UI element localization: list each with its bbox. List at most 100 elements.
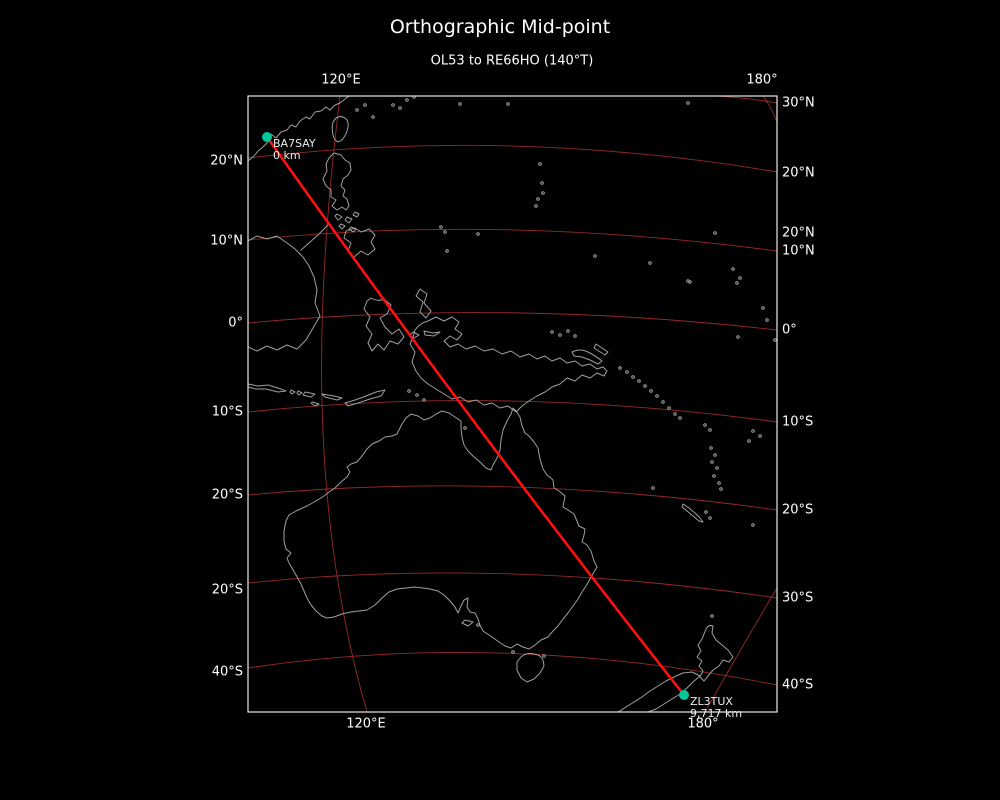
- island-speck: [511, 650, 515, 654]
- coastline-path: [248, 96, 350, 162]
- graticule-line: [704, 587, 777, 712]
- coastline-path: [516, 652, 545, 683]
- coastline-path: [300, 224, 329, 251]
- island-speck: [412, 96, 416, 99]
- island-speck: [703, 423, 707, 427]
- island-speck: [536, 197, 540, 201]
- coastline-path: [289, 389, 296, 395]
- island-speck: [713, 453, 717, 457]
- island-speck: [735, 281, 739, 285]
- island-speck: [550, 330, 554, 334]
- island-speck: [558, 333, 562, 337]
- island-speck: [534, 204, 538, 208]
- graticule-line: [248, 400, 777, 423]
- island-speck: [649, 389, 653, 393]
- coastline-path: [461, 619, 474, 627]
- coastline-path: [363, 297, 405, 352]
- coastline-path: [283, 407, 598, 650]
- island-speck: [476, 232, 480, 236]
- coastline-path: [331, 116, 349, 143]
- coastline-path: [343, 227, 376, 259]
- island-speck: [710, 614, 714, 618]
- island-speck: [631, 375, 635, 379]
- island-speck: [541, 191, 545, 195]
- island-speck: [439, 225, 443, 229]
- island-speck: [355, 108, 359, 112]
- island-speck: [566, 329, 570, 333]
- island-speck: [765, 318, 769, 322]
- lat-label-right: 0°: [782, 322, 797, 338]
- island-speck: [540, 181, 544, 185]
- coastline-path: [344, 216, 353, 224]
- station-label-end: ZL3TUX 9,717 km: [690, 696, 742, 719]
- station-marker: [679, 690, 689, 700]
- island-speck: [655, 394, 659, 398]
- coastline-path: [423, 330, 441, 337]
- island-speck: [717, 481, 721, 485]
- station-callsign: BA7SAY: [273, 137, 316, 150]
- lat-label-left: 40°S: [211, 664, 243, 680]
- graticule-line: [321, 96, 368, 712]
- island-speck: [391, 103, 395, 107]
- coastline-path: [593, 343, 609, 356]
- coastline-path: [571, 349, 603, 365]
- great-circle-path: [265, 135, 686, 697]
- coastline-path: [321, 393, 343, 401]
- coastline-path: [696, 624, 734, 682]
- island-speck: [625, 370, 629, 374]
- island-speck: [445, 249, 449, 253]
- island-speck: [593, 254, 597, 258]
- island-speck: [710, 460, 714, 464]
- graticule-line: [248, 485, 777, 511]
- island-speck: [363, 103, 367, 107]
- island-speck: [678, 416, 682, 420]
- map-frame: [247, 95, 778, 713]
- lat-label-right: 20°N: [782, 165, 815, 181]
- island-speck: [773, 338, 777, 342]
- island-speck: [709, 446, 713, 450]
- graticule-line: [248, 652, 777, 686]
- lat-label-left: 20°S: [211, 487, 243, 503]
- island-speck: [686, 101, 690, 105]
- lon-label-bottom: 180°: [687, 716, 719, 732]
- island-speck: [458, 102, 462, 106]
- island-speck: [415, 393, 419, 397]
- lat-label-right: 20°N: [782, 225, 815, 241]
- coastline-path: [334, 213, 343, 221]
- island-speck: [673, 412, 677, 416]
- island-speck: [618, 366, 622, 370]
- lat-label-left: 20°S: [211, 582, 243, 598]
- graticule-line: [248, 312, 777, 331]
- lat-label-right: 10°S: [782, 414, 814, 430]
- island-speck: [738, 276, 742, 280]
- island-speck: [637, 379, 641, 383]
- lon-label-top: 180°: [746, 72, 778, 88]
- island-speck: [712, 474, 716, 478]
- island-speck: [648, 261, 652, 265]
- lat-label-right: 30°S: [782, 590, 814, 606]
- island-speck: [708, 428, 712, 432]
- island-speck: [747, 439, 751, 443]
- island-speck: [643, 384, 647, 388]
- lat-label-right: 20°S: [782, 502, 814, 518]
- graticule-line: [717, 96, 777, 104]
- island-speck: [751, 429, 755, 433]
- island-speck: [715, 466, 719, 470]
- island-speck: [538, 162, 542, 166]
- lat-label-left: 10°N: [210, 233, 243, 249]
- island-speck: [719, 487, 723, 491]
- lon-label-bottom: 120°E: [346, 716, 386, 732]
- coastline-path: [310, 401, 320, 407]
- island-speck: [667, 406, 671, 410]
- lat-label-left: 20°N: [210, 153, 243, 169]
- graticule-line: [248, 144, 777, 173]
- coastline-path: [296, 390, 303, 396]
- island-speck: [758, 434, 762, 438]
- coastline-path: [415, 288, 432, 319]
- island-speck: [443, 230, 447, 234]
- coastline-path: [344, 389, 386, 407]
- coastline-path: [302, 391, 316, 398]
- graticule-line: [762, 96, 777, 123]
- lat-label-left: 10°S: [211, 404, 243, 420]
